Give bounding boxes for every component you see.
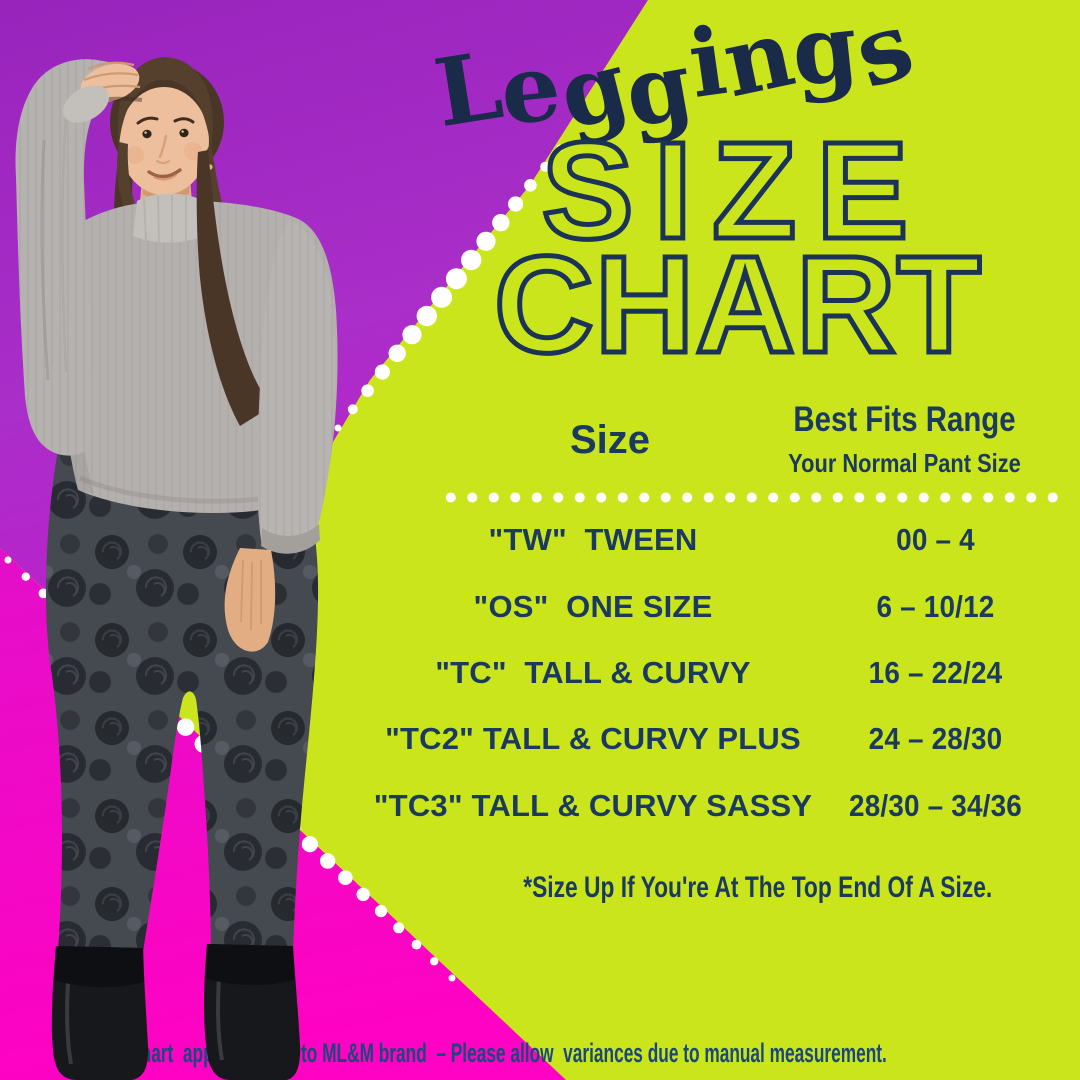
left-arm [224, 220, 336, 652]
model-figure [15, 57, 338, 1080]
range-cell-3: 24 – 28/30 [868, 721, 1003, 757]
boots [51, 944, 301, 1080]
size-cell-0: "TW" TWEEN [488, 522, 698, 558]
chart-outline-title: CHART [492, 228, 984, 382]
range-column: 00 – 4 6 – 10/12 16 – 22/24 24 – 28/30 28/30… [798, 507, 1073, 839]
size-outline-title: SIZE [539, 114, 929, 268]
hand-on-head [62, 61, 143, 123]
hanging-hand [224, 548, 276, 652]
face-features [126, 116, 202, 181]
size-cell-2: "TC" TALL & CURVY [435, 654, 751, 690]
size-cell-4: "TC3" TALL & CURVY SASSY [373, 787, 813, 823]
size-cell-3: "TC2" TALL & CURVY PLUS [385, 721, 801, 757]
size-column-header: Size [569, 418, 651, 462]
range-cell-0: 00 – 4 [896, 522, 975, 558]
fit-column-header: Best Fits Range Your Normal Pant Size [752, 400, 1057, 479]
range-cell-2: 16 – 22/24 [868, 654, 1003, 690]
diagonal-dots-upper [334, 144, 564, 432]
size-up-note: *Size Up If You're At The Top End Of A S… [523, 871, 993, 904]
right-arm-raised [15, 59, 128, 456]
range-cell-4: 28/30 – 34/36 [849, 787, 1022, 823]
size-column: "TW" TWEEN "OS" ONE SIZE "TC" TALL & CURVY… [362, 507, 824, 839]
dotted-separator [440, 492, 1064, 503]
range-cell-1: 6 – 10/12 [876, 588, 995, 624]
fit-header-line1: Best Fits Range [793, 400, 1016, 439]
model-photo [15, 57, 338, 1080]
size-cell-1: "OS" ONE SIZE [473, 588, 713, 624]
hair-lock [196, 150, 272, 426]
fit-header-line2: Your Normal Pant Size [788, 448, 1021, 478]
